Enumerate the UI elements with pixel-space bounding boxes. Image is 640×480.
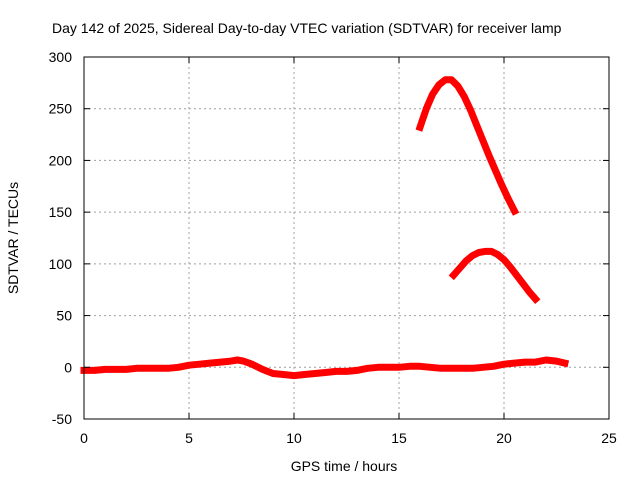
x-tick-label: 25	[601, 430, 617, 446]
y-tick-label: 200	[49, 152, 73, 168]
grid-lines	[84, 57, 609, 419]
x-tick-label: 10	[286, 430, 302, 446]
x-tick-label: 0	[80, 430, 88, 446]
series-line-arc-high	[415, 76, 520, 216]
y-tick-label: 0	[64, 359, 72, 375]
y-tick-label: 250	[49, 101, 73, 117]
x-tick-label: 15	[391, 430, 407, 446]
y-tick-label: 150	[49, 204, 73, 220]
x-tick-label: 20	[496, 430, 512, 446]
chart-title: Day 142 of 2025, Sidereal Day-to-day VTE…	[52, 20, 562, 36]
y-axis-label: SDTVAR / TECUs	[5, 182, 21, 294]
x-axis-label: GPS time / hours	[291, 458, 398, 474]
y-tick-label: -50	[52, 411, 72, 427]
x-tick-label: 5	[185, 430, 193, 446]
y-tick-label: 300	[49, 49, 73, 65]
plot-border	[83, 56, 610, 420]
y-tick-label: 50	[56, 308, 72, 324]
y-tick-label: 100	[49, 256, 73, 272]
series-line-baseline	[80, 356, 570, 380]
series-line-arc-mid	[448, 247, 541, 304]
axis-ticks: 0 5 10 15 20 25 -50 0 50 100 150 200 250 300	[49, 49, 617, 446]
series-layer	[80, 76, 570, 380]
